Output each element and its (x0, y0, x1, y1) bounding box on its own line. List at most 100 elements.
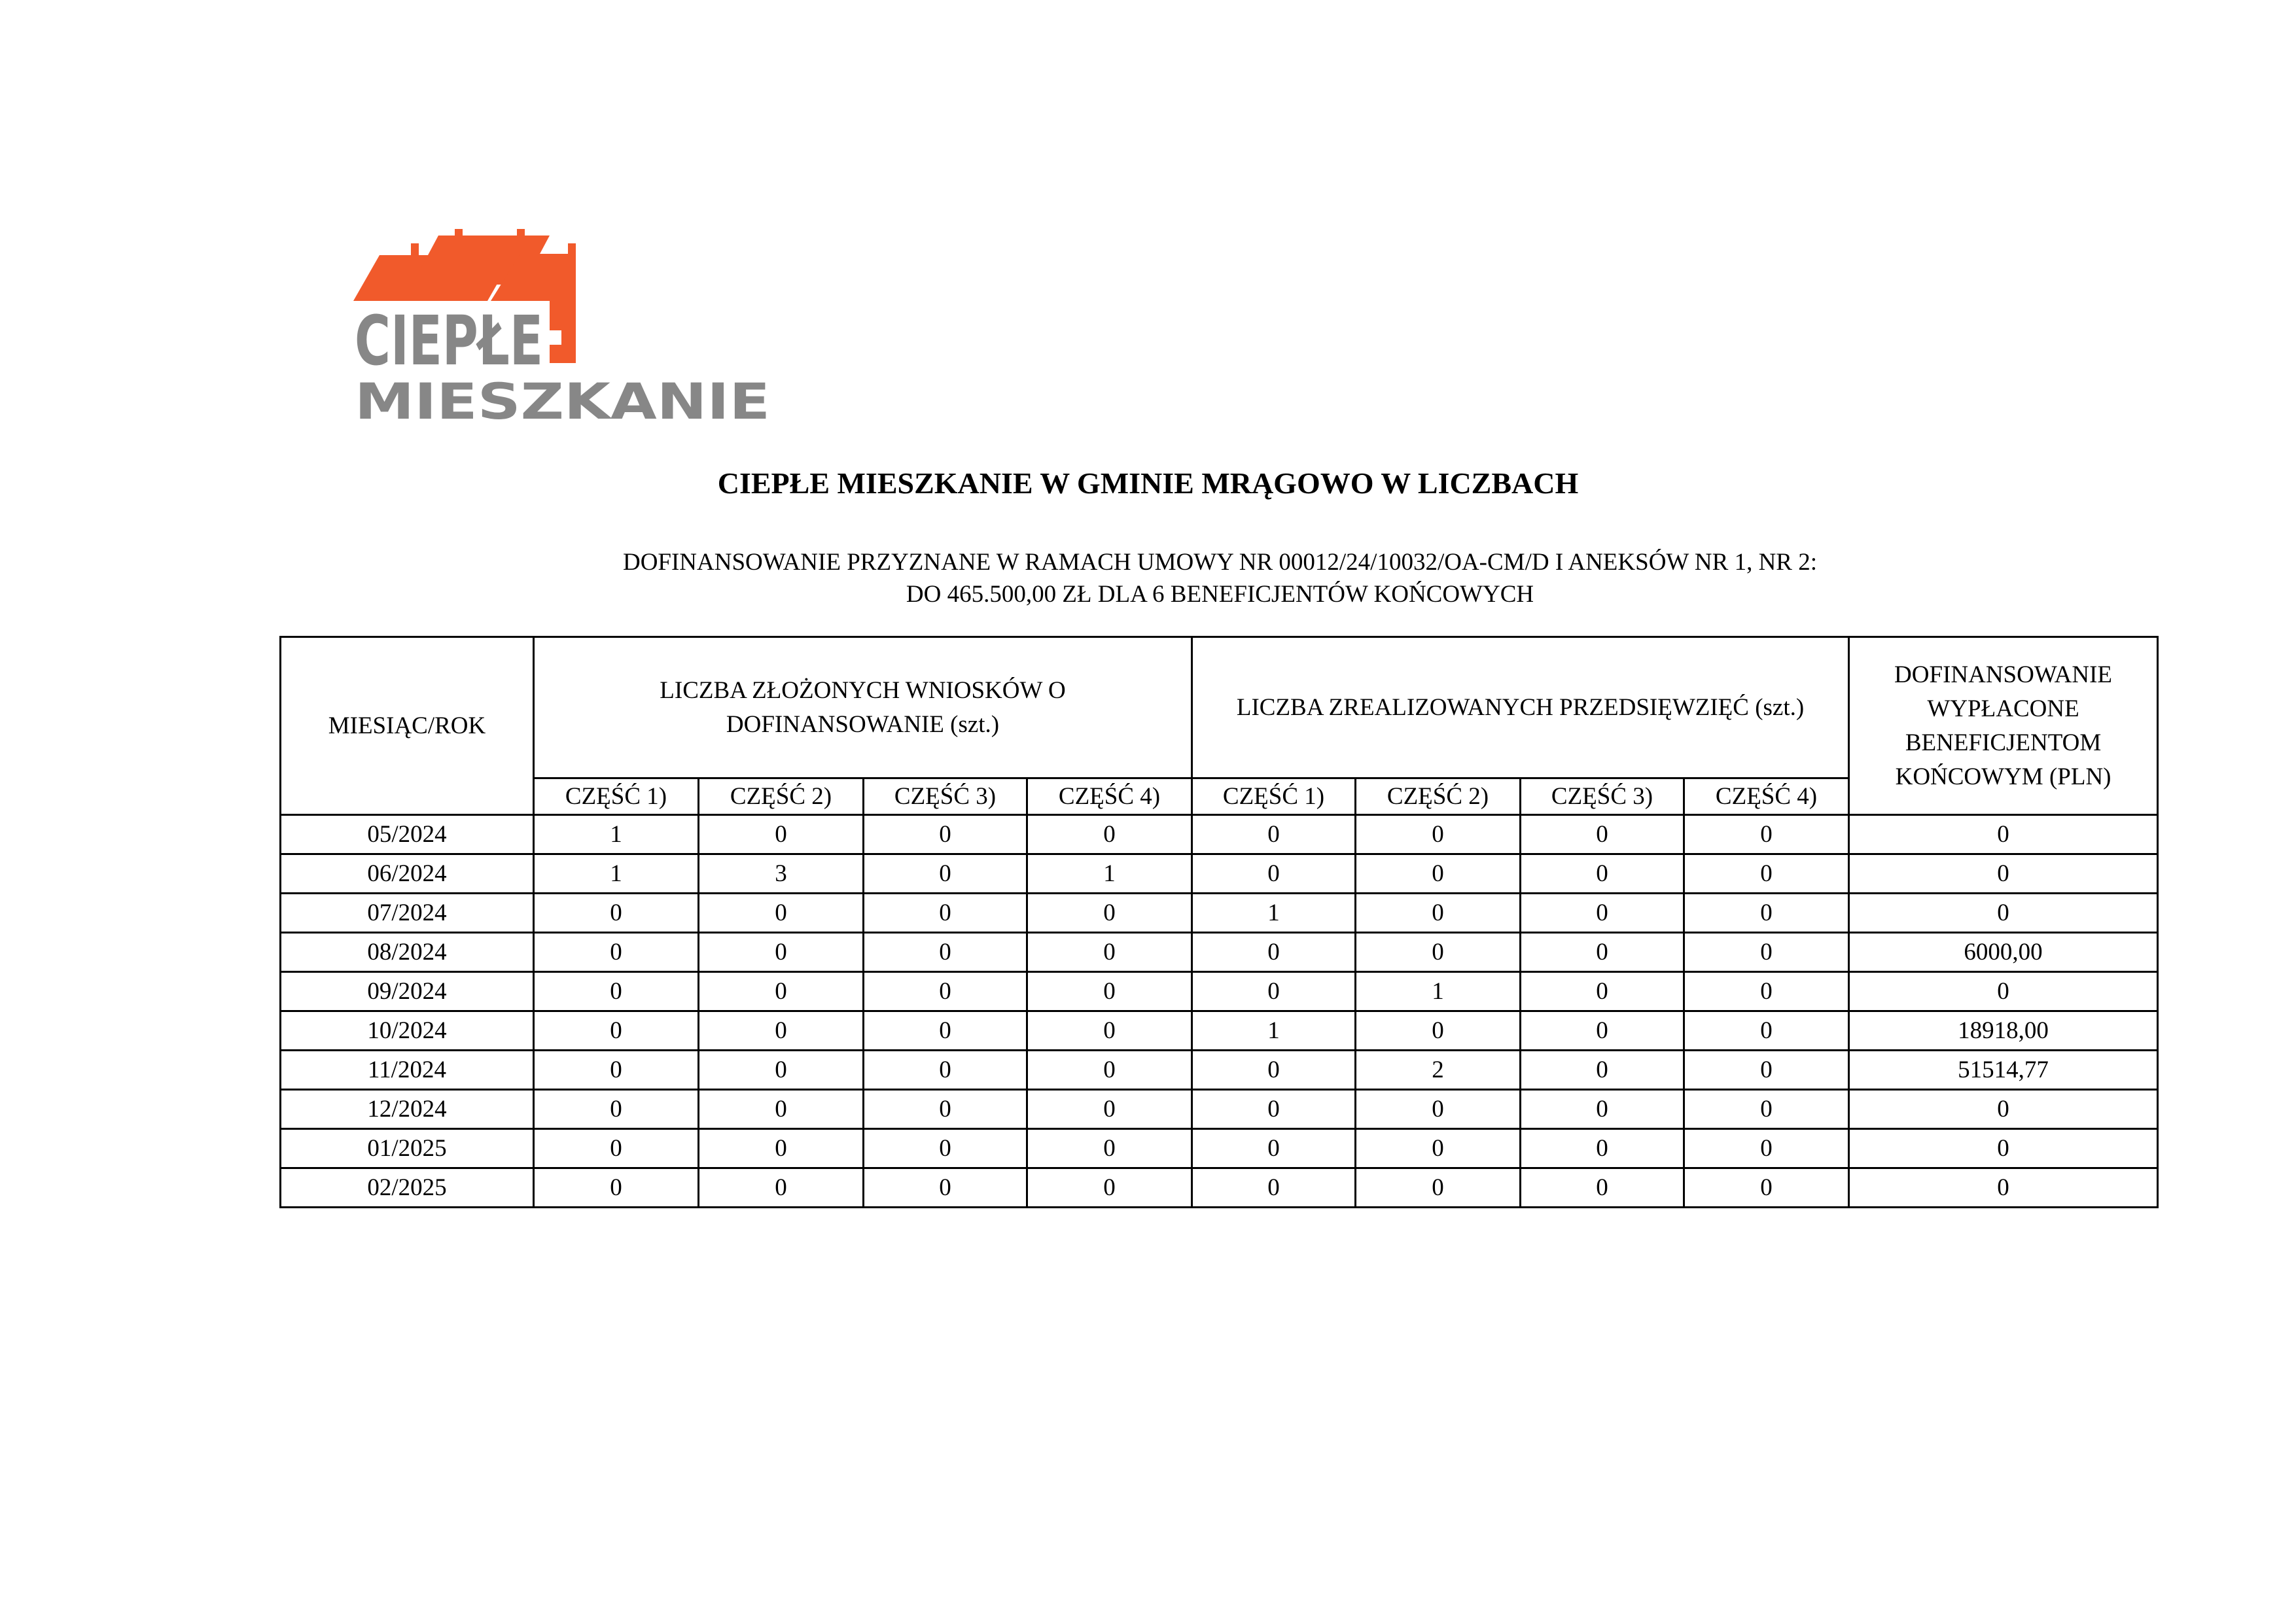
page-title: CIEPŁE MIESZKANIE W GMINIE MRĄGOWO W LIC… (717, 466, 1579, 500)
table-cell: 51514,77 (1848, 1049, 2159, 1091)
table-row: 08/2024 0 0 0 0 0 0 0 0 6000,00 (279, 932, 2159, 973)
table-cell: 0 (1354, 892, 1522, 934)
table-cell: 0 (1683, 1167, 1850, 1208)
table-cell: 0 (1354, 1167, 1522, 1208)
table-cell: 1 (533, 853, 699, 894)
table-cell: 0 (1025, 971, 1193, 1012)
table-cell: 0 (1354, 1089, 1522, 1130)
table-cell: 0 (698, 1010, 864, 1051)
table-cell: 3 (698, 853, 864, 894)
table-cell: 0 (698, 932, 864, 973)
cell-month: 07/2024 (279, 892, 535, 934)
table-cell: 0 (698, 892, 864, 934)
table-cell: 0 (862, 932, 1028, 973)
table-cell: 0 (1683, 971, 1850, 1012)
header-part: CZĘŚĆ 2) (698, 777, 864, 816)
cieple-mieszkanie-logo: CIEPŁE MIESZKANIE (353, 229, 770, 422)
subtitle-line-1: DOFINANSOWANIE PRZYZNANE W RAMACH UMOWY … (622, 549, 1818, 576)
table-cell: 0 (1683, 932, 1850, 973)
table-cell: 0 (1848, 853, 2159, 894)
table-cell: 0 (533, 1010, 699, 1051)
table-cell: 0 (1848, 971, 2159, 1012)
table-cell: 0 (1683, 1049, 1850, 1091)
header-completed: LICZBA ZREALIZOWANYCH PRZEDSIĘWZIĘĆ (szt… (1191, 636, 1850, 779)
table-cell: 0 (1519, 971, 1686, 1012)
svg-text:MIESZKANIE: MIESZKANIE (355, 372, 770, 422)
header-month: MIESIĄC/ROK (279, 636, 535, 816)
cell-month: 09/2024 (279, 971, 535, 1012)
table-cell: 0 (1025, 892, 1193, 934)
table-cell: 2 (1354, 1049, 1522, 1091)
table-cell: 0 (1354, 1010, 1522, 1051)
table-row: 09/2024 0 0 0 0 0 1 0 0 0 (279, 971, 2159, 1012)
table-cell: 0 (533, 932, 699, 973)
header-part: CZĘŚĆ 4) (1025, 777, 1193, 816)
table-cell: 0 (1848, 892, 2159, 934)
header-part: CZĘŚĆ 2) (1354, 777, 1522, 816)
subtitle-line-2: DO 465.500,00 ZŁ DLA 6 BENEFICJENTÓW KOŃ… (906, 581, 1534, 608)
table-cell: 0 (698, 1089, 864, 1130)
table-cell: 0 (862, 1049, 1028, 1091)
table-cell: 0 (533, 892, 699, 934)
table-cell: 0 (1191, 932, 1357, 973)
table-cell: 0 (1519, 1010, 1686, 1051)
table-cell: 0 (1519, 1167, 1686, 1208)
table-cell: 0 (862, 1167, 1028, 1208)
table-row: 02/2025 0 0 0 0 0 0 0 0 0 (279, 1167, 2159, 1208)
table-cell: 0 (862, 892, 1028, 934)
table-cell: 0 (1683, 1128, 1850, 1169)
table-cell: 0 (1025, 814, 1193, 855)
table-cell: 0 (862, 1128, 1028, 1169)
table-cell: 0 (1191, 814, 1357, 855)
table-cell: 1 (1191, 892, 1357, 934)
header-paid: DOFINANSOWANIE WYPŁACONE BENEFICJENTOM K… (1848, 636, 2159, 816)
table-cell: 1 (1025, 853, 1193, 894)
table-cell: 0 (1191, 971, 1357, 1012)
table-cell: 0 (1191, 1128, 1357, 1169)
table-cell: 0 (862, 1089, 1028, 1130)
table-cell: 0 (1191, 1167, 1357, 1208)
cell-month: 02/2025 (279, 1167, 535, 1208)
table-cell: 0 (698, 1128, 864, 1169)
table-cell: 0 (1519, 1089, 1686, 1130)
table-row: 01/2025 0 0 0 0 0 0 0 0 0 (279, 1128, 2159, 1169)
table-cell: 0 (1191, 1089, 1357, 1130)
cell-month: 06/2024 (279, 853, 535, 894)
statistics-table: MIESIĄC/ROK LICZBA ZŁOŻONYCH WNIOSKÓW O … (279, 636, 2159, 1208)
table-cell: 18918,00 (1848, 1010, 2159, 1051)
table-cell: 0 (1683, 853, 1850, 894)
table-cell: 0 (1191, 853, 1357, 894)
table-cell: 0 (1025, 1010, 1193, 1051)
table-cell: 0 (533, 1089, 699, 1130)
table-cell: 0 (1354, 1128, 1522, 1169)
table-row: 07/2024 0 0 0 0 1 0 0 0 0 (279, 892, 2159, 934)
table-cell: 0 (533, 1128, 699, 1169)
table-cell: 0 (1848, 1167, 2159, 1208)
svg-text:CIEPŁE: CIEPŁE (355, 301, 543, 381)
table-cell: 0 (862, 814, 1028, 855)
table-cell: 0 (1519, 1128, 1686, 1169)
table-cell: 0 (1354, 814, 1522, 855)
header-part: CZĘŚĆ 1) (533, 777, 699, 816)
table-cell: 0 (862, 853, 1028, 894)
header-applications: LICZBA ZŁOŻONYCH WNIOSKÓW O DOFINANSOWAN… (532, 636, 1193, 779)
table-cell: 0 (1848, 1128, 2159, 1169)
table-cell: 0 (1354, 853, 1522, 894)
table-row: 12/2024 0 0 0 0 0 0 0 0 0 (279, 1089, 2159, 1130)
table-row: 11/2024 0 0 0 0 0 2 0 0 51514,77 (279, 1049, 2159, 1091)
table-row: 10/2024 0 0 0 0 1 0 0 0 18918,00 (279, 1010, 2159, 1051)
table-cell: 0 (698, 971, 864, 1012)
table-cell: 0 (533, 1167, 699, 1208)
table-cell: 0 (1848, 814, 2159, 855)
table-cell: 0 (1683, 1089, 1850, 1130)
table-row: 05/2024 1 0 0 0 0 0 0 0 0 (279, 814, 2159, 855)
table-cell: 1 (1354, 971, 1522, 1012)
table-cell: 0 (698, 814, 864, 855)
table-cell: 0 (1519, 892, 1686, 934)
table-cell: 0 (1519, 932, 1686, 973)
table-cell: 0 (1025, 932, 1193, 973)
table-cell: 0 (1519, 853, 1686, 894)
table-cell: 0 (1025, 1049, 1193, 1091)
cell-month: 12/2024 (279, 1089, 535, 1130)
table-cell: 1 (533, 814, 699, 855)
